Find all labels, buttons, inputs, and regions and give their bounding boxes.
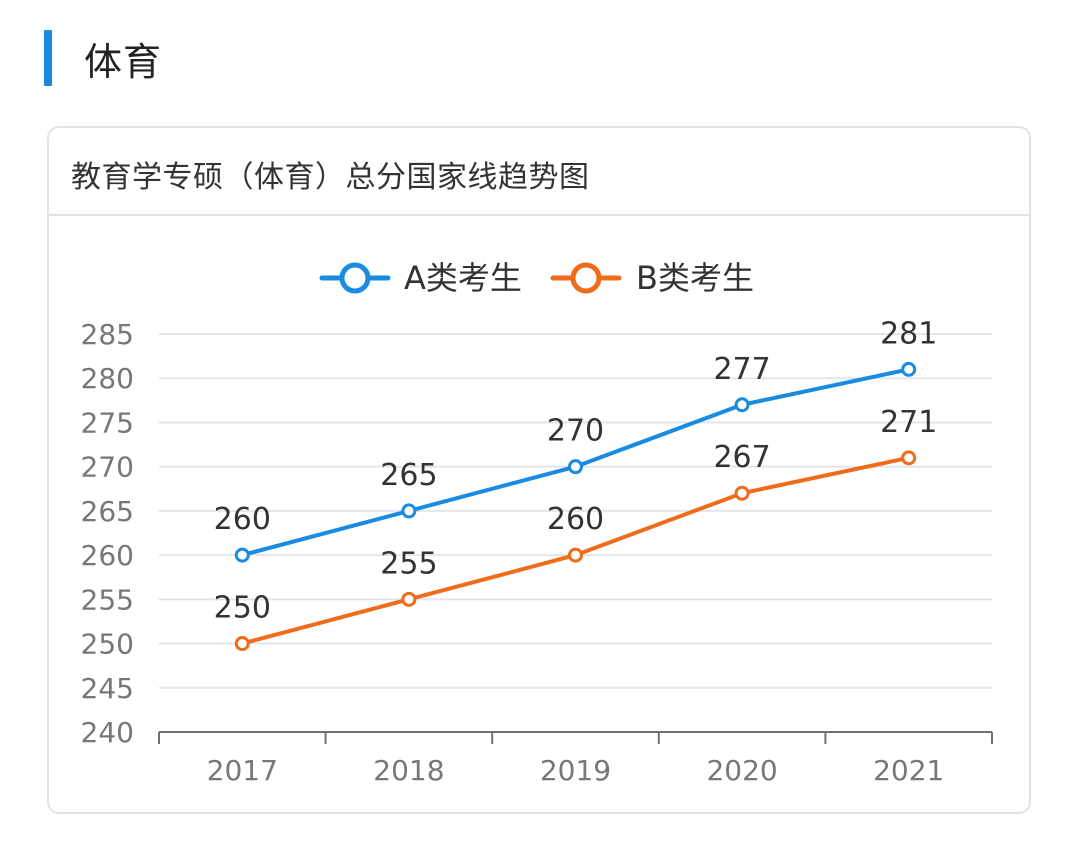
card-divider <box>49 214 1029 216</box>
y-tick-label: 270 <box>81 451 134 484</box>
section-header: 体育 <box>44 30 162 86</box>
y-tick-label: 250 <box>81 628 134 661</box>
y-tick-label: 265 <box>81 495 134 528</box>
data-label: 255 <box>380 546 437 581</box>
data-label: 260 <box>214 502 271 537</box>
y-tick-label: 260 <box>81 539 134 572</box>
data-label: 270 <box>547 414 604 449</box>
legend-label: A类考生 <box>404 259 522 297</box>
x-tick-label: 2021 <box>873 754 944 787</box>
data-label: 260 <box>547 502 604 537</box>
data-point <box>234 547 250 563</box>
y-tick-label: 255 <box>81 583 134 616</box>
x-tick-label: 2020 <box>706 754 777 787</box>
data-point <box>901 450 917 466</box>
data-label: 265 <box>380 458 437 493</box>
line-chart: 240 245 250 255 260 265 270 275 280 285 2017 2018 20… <box>81 259 993 787</box>
data-label: 277 <box>713 352 770 387</box>
chart-card: 教育学专硕（体育）总分国家线趋势图 240 245 250 255 260 265 270 2… <box>47 126 1031 814</box>
x-tick-label: 2019 <box>540 754 611 787</box>
data-point <box>734 397 750 413</box>
data-point <box>734 485 750 501</box>
data-point <box>401 591 417 607</box>
x-tick-label: 2018 <box>373 754 444 787</box>
y-tick-label: 275 <box>81 406 134 439</box>
y-tick-label: 280 <box>81 362 134 395</box>
section-accent-bar <box>44 30 52 86</box>
data-point <box>234 636 250 652</box>
data-label: 281 <box>880 316 937 351</box>
y-tick-label: 245 <box>81 672 134 705</box>
data-point <box>568 459 583 475</box>
data-label: 250 <box>214 591 271 626</box>
data-point <box>568 547 583 563</box>
data-point <box>901 361 917 377</box>
legend-label: B类考生 <box>636 259 754 297</box>
legend-marker <box>570 262 602 294</box>
data-point <box>401 503 417 519</box>
legend-marker <box>339 262 371 294</box>
y-tick-label: 240 <box>81 716 134 749</box>
chart-card-title: 教育学专硕（体育）总分国家线趋势图 <box>71 160 590 195</box>
data-label: 271 <box>880 405 937 440</box>
section-title: 体育 <box>84 39 163 84</box>
data-label: 267 <box>713 440 770 475</box>
x-tick-label: 2017 <box>207 754 278 787</box>
y-tick-label: 285 <box>81 318 134 351</box>
